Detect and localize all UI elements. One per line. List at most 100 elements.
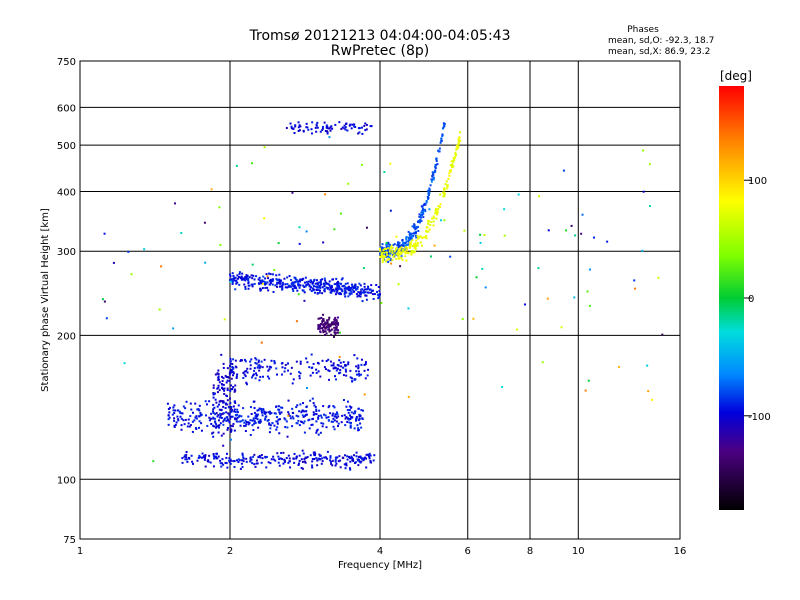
data-point (217, 431, 220, 434)
data-point (223, 389, 226, 392)
data-point (230, 408, 233, 411)
data-point (301, 460, 304, 463)
data-point (269, 462, 272, 465)
data-point (247, 423, 250, 426)
data-point (179, 415, 182, 418)
data-point (346, 458, 349, 461)
data-point (337, 460, 340, 463)
stats-x-mode: mean, sd,X: 86.9, 23.2 (608, 47, 710, 57)
data-point (177, 418, 180, 421)
data-point (230, 459, 233, 462)
data-point (394, 251, 397, 254)
data-point (618, 365, 621, 368)
data-point (339, 293, 342, 296)
data-point (229, 273, 232, 276)
data-point (326, 450, 329, 453)
data-point (292, 411, 295, 414)
data-point (414, 228, 417, 231)
data-point (248, 421, 251, 424)
data-point (431, 178, 434, 181)
data-point (226, 387, 229, 390)
data-point (287, 413, 290, 416)
data-point (278, 411, 281, 414)
data-point (300, 458, 303, 461)
data-point (297, 415, 300, 418)
data-point (367, 454, 370, 457)
data-point (352, 412, 355, 415)
data-point (384, 260, 387, 263)
data-point (350, 283, 353, 286)
data-point (303, 420, 306, 423)
data-point (344, 454, 347, 457)
data-point (173, 412, 176, 415)
data-point (260, 341, 263, 344)
data-point (379, 249, 382, 252)
data-point (223, 417, 226, 420)
data-point (413, 223, 416, 226)
data-point (222, 432, 225, 435)
data-point (351, 456, 354, 459)
data-point (317, 414, 320, 417)
data-point (219, 414, 222, 417)
data-point (349, 426, 352, 429)
data-point (398, 241, 401, 244)
data-point (302, 402, 305, 405)
data-point (234, 389, 237, 392)
data-point (319, 283, 322, 286)
data-point (365, 453, 368, 456)
data-point (229, 364, 232, 367)
data-point (305, 413, 308, 416)
data-point (291, 288, 294, 291)
data-point (272, 273, 275, 276)
data-point (198, 404, 201, 407)
data-point (479, 241, 482, 244)
data-point (302, 130, 305, 133)
data-point (200, 456, 203, 459)
data-point (345, 370, 348, 373)
data-point (130, 273, 133, 276)
data-point (222, 366, 225, 369)
data-point (210, 188, 213, 191)
data-point (335, 277, 338, 280)
data-point (313, 291, 316, 294)
data-point (421, 210, 424, 213)
data-point (194, 402, 197, 405)
data-point (259, 418, 262, 421)
data-point (421, 205, 424, 208)
data-point (400, 252, 403, 255)
data-point (262, 409, 265, 412)
data-point (443, 123, 446, 126)
data-point (321, 425, 324, 428)
data-point (205, 403, 208, 406)
data-point (167, 418, 170, 421)
data-point (335, 322, 338, 325)
data-point (233, 388, 236, 391)
data-point (330, 286, 333, 289)
data-point (253, 278, 256, 281)
data-point (368, 452, 371, 455)
data-point (264, 417, 267, 420)
data-point (295, 360, 298, 363)
data-point (246, 371, 249, 374)
data-point (311, 289, 314, 292)
data-point (317, 370, 320, 373)
data-point (327, 328, 330, 331)
data-point (303, 458, 306, 461)
data-point (406, 251, 409, 254)
data-point (235, 417, 238, 420)
data-point (233, 408, 236, 411)
data-point (215, 412, 218, 415)
data-point (255, 358, 258, 361)
data-point (213, 406, 216, 409)
data-point (388, 245, 391, 248)
data-point (397, 283, 400, 286)
data-point (312, 402, 315, 405)
data-point (260, 288, 263, 291)
data-point (338, 121, 341, 124)
data-point (260, 407, 263, 410)
data-point (288, 460, 291, 463)
data-point (251, 277, 254, 280)
data-point (434, 167, 437, 170)
data-point (334, 333, 337, 336)
data-point (389, 259, 392, 262)
